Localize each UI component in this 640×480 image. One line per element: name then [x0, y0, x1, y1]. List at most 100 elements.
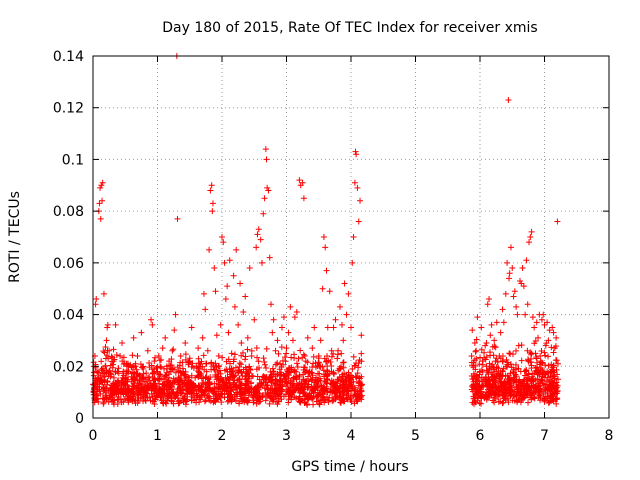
data-point — [334, 393, 341, 400]
data-point — [312, 385, 319, 392]
data-point — [170, 346, 177, 353]
data-point — [228, 365, 235, 372]
data-point — [100, 399, 107, 406]
data-point — [510, 377, 517, 384]
data-point — [185, 374, 192, 381]
data-point — [322, 371, 329, 378]
data-point — [177, 352, 184, 359]
data-point — [319, 285, 326, 292]
data-point — [129, 352, 136, 359]
data-point — [175, 368, 182, 375]
data-point — [114, 368, 121, 375]
data-point — [266, 400, 273, 407]
data-point — [211, 265, 218, 272]
data-point — [531, 394, 538, 401]
data-point — [309, 364, 316, 371]
data-point — [343, 377, 350, 384]
data-point — [274, 359, 281, 366]
data-point — [263, 345, 270, 352]
data-point — [95, 398, 102, 405]
data-point — [97, 390, 104, 397]
data-point — [181, 395, 188, 402]
data-point — [484, 301, 491, 308]
data-point — [287, 388, 294, 395]
data-point — [311, 385, 318, 392]
data-point — [188, 397, 195, 404]
data-point — [289, 382, 296, 389]
data-point — [169, 347, 176, 354]
data-point — [217, 395, 224, 402]
data-point — [129, 369, 136, 376]
data-point — [318, 383, 325, 390]
data-point — [351, 362, 358, 369]
data-point — [120, 354, 127, 361]
data-point — [93, 296, 100, 303]
x-tick-label: 0 — [89, 428, 98, 444]
data-point — [541, 321, 548, 328]
data-point — [190, 381, 197, 388]
data-point — [355, 382, 362, 389]
data-point — [492, 387, 499, 394]
data-point — [155, 352, 162, 359]
data-point — [271, 390, 278, 397]
data-point — [523, 367, 530, 374]
data-point — [506, 381, 513, 388]
data-point — [209, 208, 216, 215]
data-point — [480, 391, 487, 398]
data-point — [524, 301, 531, 308]
data-point — [266, 393, 273, 400]
data-point — [349, 259, 356, 266]
data-point — [164, 393, 171, 400]
data-point — [261, 195, 268, 202]
data-point — [188, 363, 195, 370]
data-point — [295, 396, 302, 403]
data-point — [476, 361, 483, 368]
data-point — [327, 388, 334, 395]
data-point — [549, 324, 556, 331]
data-point — [329, 398, 336, 405]
data-point — [477, 354, 484, 361]
data-point — [299, 354, 306, 361]
data-point — [553, 385, 560, 392]
data-point — [284, 368, 291, 375]
data-point — [246, 363, 253, 370]
data-point — [294, 364, 301, 371]
data-point — [342, 381, 349, 388]
data-point — [350, 234, 357, 240]
data-point — [240, 349, 247, 356]
data-point — [489, 385, 496, 392]
data-point — [352, 373, 359, 380]
data-point — [474, 382, 481, 389]
data-point — [195, 355, 202, 362]
data-point — [302, 381, 309, 388]
y-axis-label: ROTI / TECUs — [7, 191, 23, 283]
data-point — [286, 372, 293, 379]
data-point — [300, 366, 307, 373]
data-point — [272, 381, 279, 388]
data-point — [198, 391, 205, 398]
data-point — [277, 378, 284, 385]
data-point — [513, 303, 520, 310]
data-point — [114, 385, 121, 392]
data-point — [200, 290, 207, 297]
data-point — [153, 365, 160, 372]
data-point — [235, 369, 242, 376]
data-point — [238, 361, 245, 368]
data-point — [188, 372, 195, 379]
data-point — [535, 334, 542, 341]
data-point — [225, 376, 232, 383]
data-point — [205, 380, 212, 387]
data-point — [164, 365, 171, 372]
x-tick-label: 1 — [153, 428, 162, 444]
data-point — [266, 254, 273, 261]
data-point — [210, 363, 217, 370]
data-point — [525, 357, 532, 364]
data-point — [297, 386, 304, 393]
data-point — [245, 369, 252, 376]
data-point — [542, 342, 549, 349]
data-point — [334, 355, 341, 362]
data-point — [520, 283, 527, 290]
data-point — [119, 340, 126, 347]
data-point — [496, 391, 503, 398]
data-point — [251, 386, 258, 393]
